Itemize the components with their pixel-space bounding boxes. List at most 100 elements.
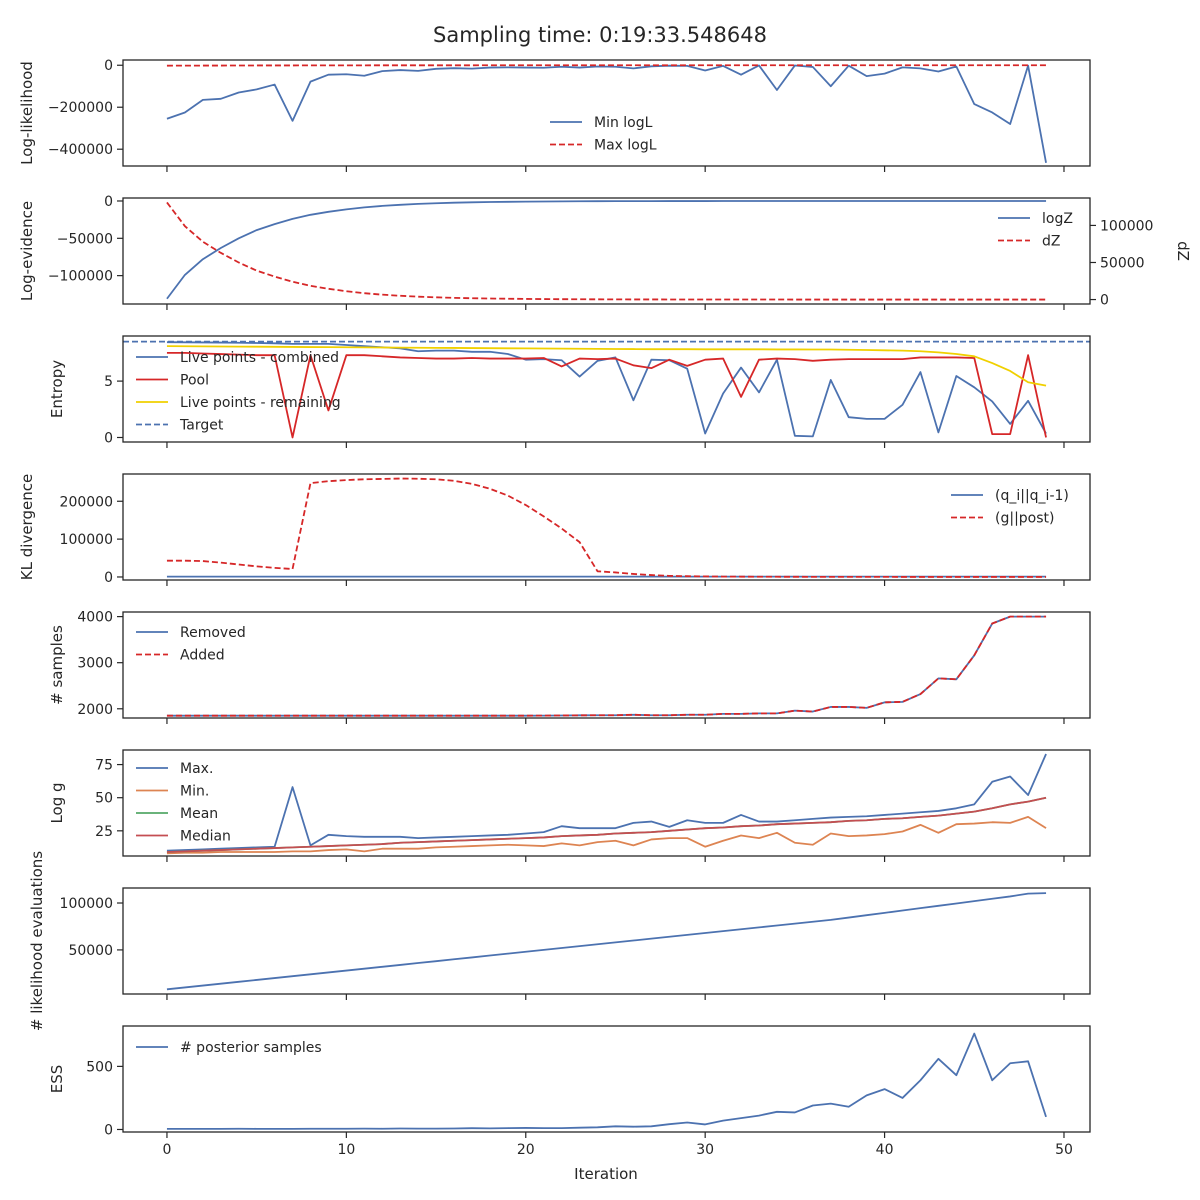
series-line-pool xyxy=(166,352,1047,439)
axes-frame xyxy=(122,335,1091,443)
y-tick-label: 0 xyxy=(104,1122,113,1138)
y-axis-label: Log g xyxy=(48,782,66,823)
legend-label: Max. xyxy=(180,761,213,777)
x-tick-label: 10 xyxy=(337,1142,355,1158)
x-tick-label: 0 xyxy=(162,1142,171,1158)
series-line-removed xyxy=(166,615,1047,717)
legend-label: Removed xyxy=(180,625,246,641)
legend: (q_i||q_i-1) (g||post) xyxy=(951,488,1069,527)
y-right-tick-label: 50000 xyxy=(1100,255,1145,271)
y-axis-label: # samples xyxy=(48,625,66,705)
legend-label: Target xyxy=(179,418,224,434)
y-tick-label: 0 xyxy=(104,570,113,586)
y-tick-label: −100000 xyxy=(48,269,113,285)
series-line-max xyxy=(166,753,1047,852)
series-line-added xyxy=(166,615,1047,717)
legend-label: Live points - remaining xyxy=(180,395,341,411)
y-tick-label: 75 xyxy=(95,758,113,774)
x-tick-label: 50 xyxy=(1055,1142,1073,1158)
y-right-tick-label: 100000 xyxy=(1100,218,1153,234)
y-tick-label: 200000 xyxy=(60,494,113,510)
series-line-min-logl xyxy=(166,64,1047,164)
subplot-2: 0 −50000 −100000 0 50000 100000 dZ Log-evidence… xyxy=(18,194,1192,310)
series-group xyxy=(166,477,1047,578)
legend-label: Min. xyxy=(180,784,209,800)
series-line-dz xyxy=(166,201,1047,301)
legend: Live points - combined Pool Live points - … xyxy=(136,350,341,434)
subplot-4: 0 100000 200000 KL divergence (q_i||q_i-1) (g… xyxy=(18,473,1091,586)
legend: Min logL Max logL xyxy=(550,115,657,154)
y-tick-label: −400000 xyxy=(48,142,113,158)
y-tick-label: 500 xyxy=(86,1059,113,1075)
series-line-logz xyxy=(166,200,1047,300)
y-tick-label: 0 xyxy=(104,430,113,446)
legend-label: Added xyxy=(180,648,225,664)
y-tick-label: 3000 xyxy=(77,656,113,672)
y-tick-label: 4000 xyxy=(77,610,113,626)
legend-label: (g||post) xyxy=(995,511,1054,527)
x-tick-label: 20 xyxy=(517,1142,535,1158)
subplot-1: 0 −200000 −400000 Log-likelihood Min logL Max… xyxy=(18,58,1091,172)
legend: # posterior samples xyxy=(136,1040,322,1056)
axes-frame xyxy=(122,197,1091,305)
y-axis-label: ESS xyxy=(48,1065,66,1094)
series-group xyxy=(123,340,1090,439)
legend: Max. Min. Mean Median xyxy=(136,761,231,845)
x-axis-label: Iteration xyxy=(574,1165,638,1183)
legend-label: # posterior samples xyxy=(180,1040,322,1056)
subplot-6: 25 50 75 Log g Max. Min. Mean Median xyxy=(48,749,1091,862)
y-tick-label: 100000 xyxy=(60,896,113,912)
series-group xyxy=(166,1032,1047,1130)
subplot-7: 50000 100000 # likelihood evaluations xyxy=(28,851,1091,1031)
y-tick-label: 0 xyxy=(104,58,113,74)
series-line-median xyxy=(166,796,1047,853)
series-group xyxy=(166,892,1047,991)
axes-frame xyxy=(122,473,1091,581)
axes-frame xyxy=(122,749,1091,857)
subplot-5: 2000 3000 4000 # samples Removed Added xyxy=(48,610,1091,724)
y-axis-label: KL divergence xyxy=(18,474,36,580)
legend: logZ dZ xyxy=(998,211,1073,250)
y-tick-label: −200000 xyxy=(48,100,113,116)
series-group xyxy=(166,200,1047,301)
series-group xyxy=(166,615,1047,717)
y-tick-label: 0 xyxy=(104,194,113,210)
legend-label: logZ xyxy=(1042,211,1073,227)
legend-label: Max logL xyxy=(594,138,657,154)
chart-title: Sampling time: 0:19:33.548648 xyxy=(433,23,767,47)
legend-label: (q_i||q_i-1) xyxy=(995,488,1069,504)
series-group xyxy=(166,64,1047,164)
y-axis-label: Entropy xyxy=(48,360,66,418)
y-tick-label: 2000 xyxy=(77,702,113,718)
legend-label: dZ xyxy=(1042,234,1060,250)
subplots: 0 −200000 −400000 Log-likelihood Min logL Max… xyxy=(18,58,1192,1158)
series-line-g-post xyxy=(166,477,1047,578)
series-line-live-points-remaining xyxy=(166,345,1047,387)
y-axis-label: Log-evidence xyxy=(18,201,36,301)
axes-frame xyxy=(122,887,1091,995)
x-tick-label: 40 xyxy=(876,1142,894,1158)
series-line-posterior-samples xyxy=(166,1032,1047,1130)
y-tick-label: −50000 xyxy=(57,231,113,247)
x-tick-label: 30 xyxy=(696,1142,714,1158)
y-right-tick-label: 0 xyxy=(1100,293,1109,309)
y-tick-label: 25 xyxy=(95,824,113,840)
series-group xyxy=(166,753,1047,855)
axes-frame xyxy=(122,59,1091,167)
y-tick-label: 100000 xyxy=(60,532,113,548)
y-tick-label: 50000 xyxy=(68,943,113,959)
legend-label: Median xyxy=(180,829,231,845)
legend-label: Live points - combined xyxy=(180,350,339,366)
legend: Removed Added xyxy=(136,625,246,664)
legend-label: Mean xyxy=(180,806,218,822)
axes-frame xyxy=(122,611,1091,719)
y-right-axis-label: dZ xyxy=(1174,241,1192,261)
legend-label: Min logL xyxy=(594,115,653,131)
axes-frame xyxy=(122,1025,1091,1133)
series-line-line xyxy=(166,892,1047,991)
y-axis-label: Log-likelihood xyxy=(18,61,36,165)
y-tick-label: 50 xyxy=(95,791,113,807)
